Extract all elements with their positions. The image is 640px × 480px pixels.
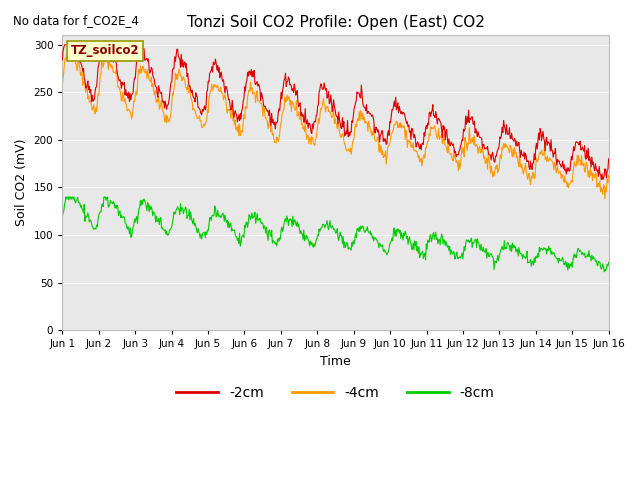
Title: Tonzi Soil CO2 Profile: Open (East) CO2: Tonzi Soil CO2 Profile: Open (East) CO2	[186, 15, 484, 30]
Text: TZ_soilco2: TZ_soilco2	[70, 44, 139, 57]
Y-axis label: Soil CO2 (mV): Soil CO2 (mV)	[15, 139, 28, 227]
Legend: -2cm, -4cm, -8cm: -2cm, -4cm, -8cm	[171, 381, 500, 406]
Text: No data for f_CO2E_4: No data for f_CO2E_4	[13, 14, 139, 27]
X-axis label: Time: Time	[320, 355, 351, 368]
